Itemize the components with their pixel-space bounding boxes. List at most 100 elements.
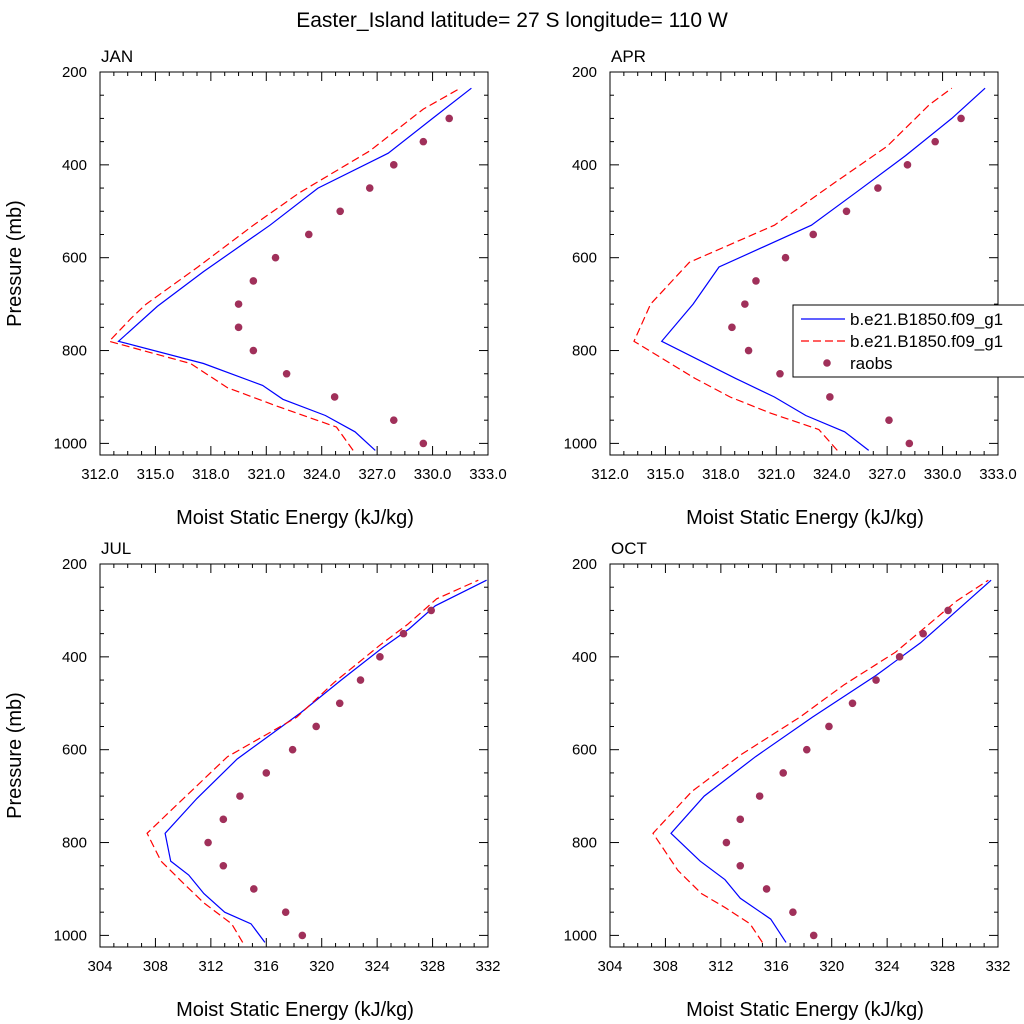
raobs-point <box>722 838 731 847</box>
plot-frame <box>609 563 999 948</box>
y-tick-label: 800 <box>62 835 87 852</box>
model-line-dashed <box>108 87 461 451</box>
x-axis-title: Moist Static Energy (kJ/kg) <box>176 507 414 529</box>
panel-label: JUL <box>101 539 131 558</box>
raobs-point <box>389 416 398 424</box>
model-line-solid <box>117 87 472 451</box>
x-tick-label: 332 <box>985 958 1010 975</box>
model-line-dashed <box>652 579 989 943</box>
raobs-point <box>872 676 880 684</box>
raobs-point <box>445 114 454 123</box>
raobs-point <box>885 416 893 424</box>
raobs-point <box>288 745 297 754</box>
y-axis-title: Pressure (mb) <box>4 692 26 819</box>
x-tick-label: 315.0 <box>137 466 175 483</box>
raobs-point <box>728 323 736 332</box>
raobs-point <box>298 931 307 940</box>
y-tick-label: 1000 <box>54 927 87 944</box>
raobs-point <box>826 393 834 401</box>
raobs-point <box>741 300 749 308</box>
panels-group: 312.0 315.0 318.0 321.0 324.0 327.0 330.0 333.0… <box>4 47 1017 1021</box>
legend-label: raobs <box>850 354 893 373</box>
y-tick-label: 400 <box>62 157 87 174</box>
y-tick-label: 1000 <box>54 435 87 452</box>
raobs-point <box>204 838 212 847</box>
x-tick-label: 333.0 <box>469 466 507 483</box>
x-tick-label: 327.0 <box>358 466 396 483</box>
figure-title: Easter_Island latitude= 27 S longitude= … <box>296 9 728 32</box>
raobs-point <box>776 369 784 378</box>
raobs-point <box>419 137 428 146</box>
x-tick-label: 308 <box>653 958 678 975</box>
legend-label: b.e21.B1850.f09_g1 <box>850 310 1003 329</box>
raobs-point <box>219 861 228 870</box>
x-tick-label: 328 <box>420 958 445 975</box>
raobs-point <box>271 253 280 262</box>
x-tick-label: 304 <box>597 958 622 975</box>
y-tick-label: 600 <box>62 250 87 267</box>
y-tick-label: 800 <box>572 343 597 360</box>
raobs-point <box>781 253 790 262</box>
raobs-point <box>957 114 965 123</box>
x-tick-label: 318.0 <box>192 466 230 483</box>
y-tick-label: 200 <box>572 556 597 573</box>
x-tick-label: 324.0 <box>303 466 341 483</box>
plot-frame <box>99 71 489 456</box>
plot-frame <box>99 563 489 948</box>
y-axis-title: Pressure (mb) <box>4 200 26 327</box>
raobs-point <box>842 207 851 216</box>
raobs-point <box>931 137 939 146</box>
x-tick-label: 308 <box>143 958 168 975</box>
y-tick-label: 200 <box>572 64 597 81</box>
raobs-point <box>234 300 243 308</box>
raobs-point <box>809 230 818 239</box>
panel-label: JAN <box>101 47 133 66</box>
raobs-point <box>249 346 258 355</box>
raobs-point <box>399 629 408 638</box>
raobs-point <box>356 676 365 684</box>
x-tick-label: 332 <box>475 958 500 975</box>
raobs-point <box>427 606 435 615</box>
x-tick-label: 320 <box>819 958 844 975</box>
raobs-point <box>802 745 811 754</box>
raobs-point <box>762 885 771 893</box>
x-axis-title: Moist Static Energy (kJ/kg) <box>176 999 414 1021</box>
x-tick-label: 312.0 <box>81 466 119 483</box>
panel-oct: 304 308 312 316 320 324 328 332 200 400 600 800 1000… <box>564 539 1011 1021</box>
x-tick-label: 324 <box>365 958 390 975</box>
x-tick-label: 324.0 <box>813 466 851 483</box>
raobs-point <box>789 908 797 916</box>
y-tick-label: 600 <box>62 742 87 759</box>
y-tick-label: 400 <box>62 649 87 666</box>
x-tick-label: 333.0 <box>979 466 1017 483</box>
raobs-point <box>944 606 952 615</box>
raobs-point <box>234 323 243 332</box>
y-tick-label: 1000 <box>564 927 597 944</box>
y-tick-label: 600 <box>572 742 597 759</box>
raobs-point <box>336 207 344 216</box>
raobs-point <box>304 230 313 239</box>
model-line-solid <box>670 579 992 943</box>
x-axis-title: Moist Static Energy (kJ/kg) <box>686 999 924 1021</box>
y-tick-label: 800 <box>62 343 87 360</box>
raobs-point <box>874 184 882 192</box>
panel-label: APR <box>611 47 646 66</box>
raobs-point <box>330 393 339 401</box>
raobs-point <box>282 369 291 378</box>
raobs-point <box>389 161 398 169</box>
panel-apr: 312.0 315.0 318.0 321.0 324.0 327.0 330.0 333.0… <box>564 47 1017 529</box>
x-axis-title: Moist Static Energy (kJ/kg) <box>686 507 924 529</box>
raobs-point <box>903 161 912 169</box>
raobs-point <box>419 439 428 448</box>
x-tick-label: 321.0 <box>248 466 286 483</box>
panel-label: OCT <box>611 539 647 558</box>
x-tick-label: 330.0 <box>414 466 452 483</box>
y-tick-label: 600 <box>572 250 597 267</box>
legend: b.e21.B1850.f09_g1 b.e21.B1850.f09_g1raob… <box>792 304 1024 378</box>
raobs-point <box>335 699 344 708</box>
x-tick-label: 316 <box>764 958 789 975</box>
x-tick-label: 312.0 <box>591 466 629 483</box>
raobs-point <box>895 653 904 661</box>
raobs-point <box>752 277 760 285</box>
